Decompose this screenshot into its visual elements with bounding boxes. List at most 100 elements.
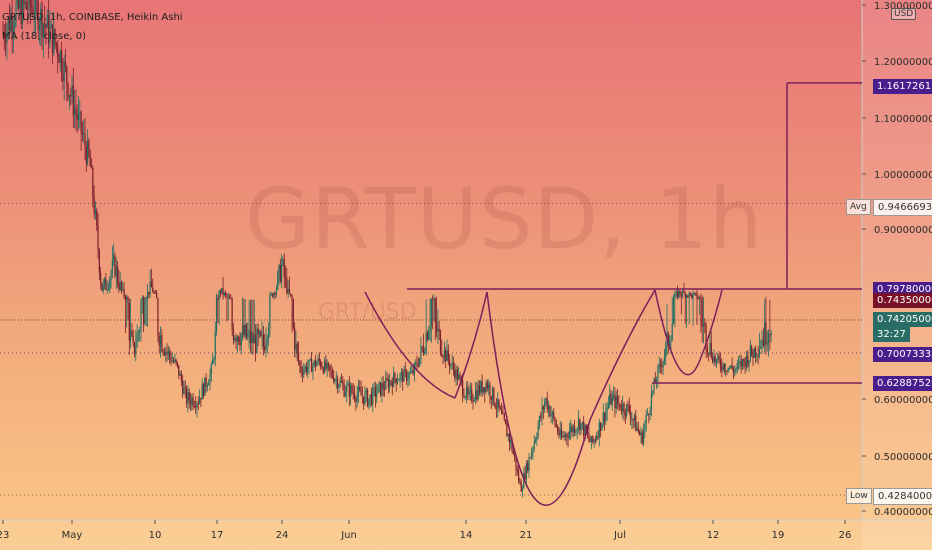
- candle-body: [545, 398, 547, 403]
- candle-body: [368, 398, 370, 406]
- candle-body: [672, 298, 675, 325]
- candle-body: [239, 342, 241, 346]
- x-tick-label: May: [62, 530, 83, 541]
- candle-body: [611, 396, 613, 405]
- candle-body: [262, 335, 264, 347]
- candle-body: [770, 333, 772, 335]
- candle-body: [452, 362, 455, 370]
- candle-body: [20, 0, 22, 25]
- candle-body: [126, 297, 128, 300]
- candle-body: [281, 263, 283, 282]
- candle-body: [448, 360, 451, 367]
- candle-body: [389, 380, 391, 388]
- candle-body: [179, 373, 181, 376]
- candle-body: [7, 18, 9, 30]
- candle-body: [191, 397, 193, 405]
- candle-body: [471, 389, 473, 401]
- candle-body: [626, 404, 628, 416]
- candle-body: [123, 289, 125, 297]
- price-tag: 0.42840000: [873, 488, 932, 505]
- candle-body: [510, 439, 512, 443]
- candle-body: [715, 359, 718, 363]
- candle-body: [340, 380, 343, 383]
- currency-badge[interactable]: USD: [891, 8, 917, 20]
- candle-body: [700, 297, 702, 300]
- candle-body: [183, 387, 185, 394]
- candle-body: [46, 15, 48, 28]
- candle-body: [658, 363, 660, 367]
- candle-body: [249, 329, 251, 344]
- candle-body: [89, 154, 91, 167]
- candle-body: [476, 390, 478, 400]
- candle-body: [490, 396, 492, 400]
- candle-body: [84, 133, 86, 148]
- candle-body: [116, 266, 119, 283]
- candle-body: [636, 427, 638, 431]
- x-tick-label: Jul: [613, 530, 626, 541]
- candle-body: [106, 289, 108, 291]
- candle-body: [398, 379, 400, 381]
- candle-body: [740, 361, 742, 367]
- candle-body: [670, 339, 672, 343]
- candle-body: [235, 338, 237, 342]
- candle-body: [635, 415, 637, 431]
- candle-body: [257, 328, 259, 335]
- candle-body: [743, 359, 745, 362]
- candle-body: [739, 361, 741, 363]
- candle-body: [258, 331, 261, 335]
- candle-body: [412, 370, 414, 374]
- price-tag: 0.74205000: [873, 312, 932, 327]
- candle-body: [760, 346, 762, 349]
- candle-body: [254, 334, 257, 354]
- candle-body: [572, 426, 574, 433]
- candle-body: [331, 371, 334, 378]
- candle-body: [157, 298, 159, 337]
- candle-body: [153, 292, 155, 294]
- candle-body: [649, 410, 651, 415]
- candle-body: [486, 382, 488, 389]
- candle-body: [382, 382, 384, 389]
- symbol-title[interactable]: GRTUSD, 1h, COINBASE, Heikin Ashi: [2, 12, 183, 23]
- candle-body: [575, 430, 577, 433]
- candle-body: [756, 355, 758, 357]
- candle-body: [213, 359, 215, 361]
- candle-body: [6, 29, 8, 44]
- candle-body: [464, 397, 466, 399]
- candle-body: [442, 356, 444, 358]
- candle-body: [762, 340, 764, 346]
- candle-body: [697, 298, 699, 300]
- candle-body: [514, 454, 516, 459]
- candle-body: [76, 113, 78, 120]
- candle-body: [534, 439, 537, 442]
- candle-body: [533, 441, 535, 449]
- candle-body: [101, 282, 103, 292]
- candle-body: [616, 396, 619, 403]
- candle-body: [693, 292, 695, 294]
- candle-body: [251, 332, 253, 344]
- ma-indicator-label[interactable]: MA (18, close, 0): [2, 31, 87, 42]
- candle-body: [269, 294, 271, 328]
- candle-body: [188, 392, 190, 401]
- candle-body: [55, 43, 57, 46]
- candle-body: [745, 355, 748, 367]
- candle-body: [44, 24, 46, 26]
- candle-body: [605, 411, 607, 422]
- candle-body: [546, 398, 548, 410]
- candle-body: [661, 365, 663, 368]
- candle-body: [409, 372, 412, 374]
- candle-body: [240, 333, 242, 346]
- candle-body: [520, 482, 522, 492]
- candle-body: [425, 332, 427, 353]
- candle-body: [551, 412, 554, 415]
- candle-body: [723, 363, 725, 371]
- candle-body: [580, 423, 582, 430]
- candle-body: [265, 341, 267, 350]
- candle-body: [567, 436, 569, 439]
- candle-body: [708, 353, 710, 355]
- candle-body: [751, 346, 753, 356]
- candle-body: [424, 352, 426, 354]
- candle-body: [675, 292, 677, 295]
- candle-body: [469, 389, 472, 391]
